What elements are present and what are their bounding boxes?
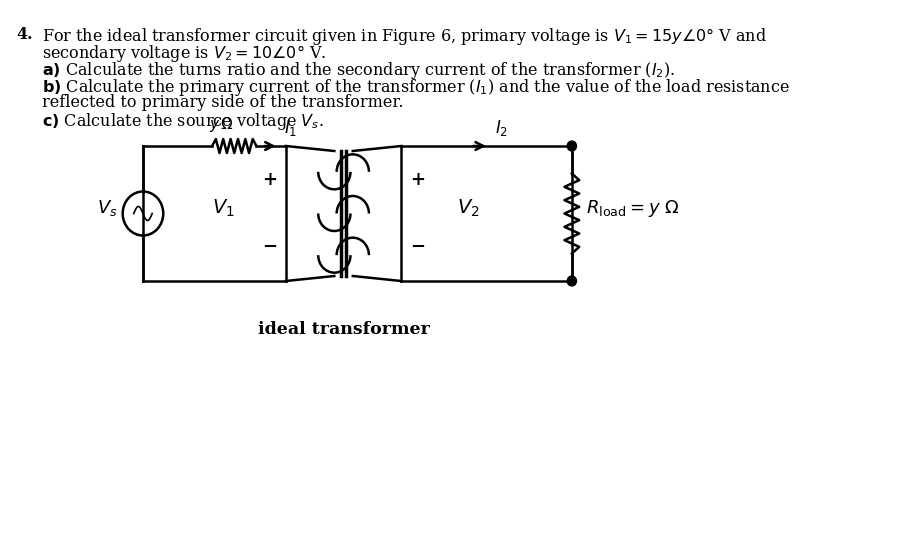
Text: For the ideal transformer circuit given in Figure 6, primary voltage is $V_1 = 1: For the ideal transformer circuit given … bbox=[41, 26, 767, 47]
Text: $V_1$: $V_1$ bbox=[212, 198, 235, 219]
Text: $I_2$: $I_2$ bbox=[496, 118, 509, 138]
Circle shape bbox=[567, 276, 577, 286]
Text: secondary voltage is $V_2 = 10\angle0°$ V.: secondary voltage is $V_2 = 10\angle0°$ … bbox=[41, 43, 326, 64]
Text: $I_1$: $I_1$ bbox=[284, 118, 297, 138]
Text: $y\,\Omega$: $y\,\Omega$ bbox=[209, 115, 234, 134]
Text: $\mathbf{b)}$ Calculate the primary current of the transformer ($I_1$) and the v: $\mathbf{b)}$ Calculate the primary curr… bbox=[41, 77, 789, 98]
Text: reflected to primary side of the transformer.: reflected to primary side of the transfo… bbox=[41, 94, 403, 111]
Text: $\mathbf{c)}$ Calculate the source voltage $V_s$.: $\mathbf{c)}$ Calculate the source volta… bbox=[41, 111, 323, 132]
Text: 4.: 4. bbox=[17, 26, 33, 43]
Text: $V_s$: $V_s$ bbox=[96, 198, 118, 219]
Text: ideal transformer: ideal transformer bbox=[258, 321, 430, 338]
Text: $V_2$: $V_2$ bbox=[457, 198, 479, 219]
Text: $R_{\rm load} = y\ \Omega$: $R_{\rm load} = y\ \Omega$ bbox=[586, 198, 679, 219]
Text: −: − bbox=[262, 238, 277, 256]
Text: +: + bbox=[262, 171, 277, 189]
Text: $\mathbf{a)}$ Calculate the turns ratio and the secondary current of the transfo: $\mathbf{a)}$ Calculate the turns ratio … bbox=[41, 60, 675, 81]
Text: −: − bbox=[410, 238, 425, 256]
Text: +: + bbox=[410, 171, 425, 189]
Circle shape bbox=[567, 141, 577, 151]
